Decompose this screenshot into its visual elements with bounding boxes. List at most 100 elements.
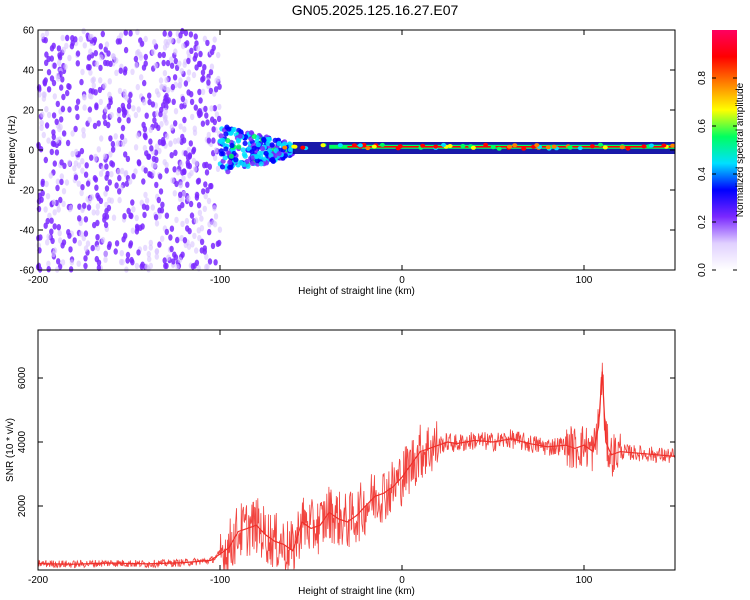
- heatmap-cell: [61, 130, 67, 137]
- heatmap-cell: [196, 60, 202, 68]
- heatmap-cell: [276, 151, 282, 157]
- chart-title: GN05.2025.125.16.27.E07: [291, 2, 459, 18]
- heatmap-cell: [490, 145, 496, 150]
- heatmap-cell: [180, 95, 186, 103]
- heatmap-cell: [61, 46, 66, 53]
- heatmap-cell: [67, 232, 72, 239]
- heatmap-cell: [128, 178, 133, 185]
- heatmap-cell: [98, 197, 104, 204]
- heatmap-cell: [148, 138, 153, 145]
- heatmap-cell: [124, 94, 129, 102]
- heatmap-cell: [114, 57, 119, 64]
- heatmap-cell: [197, 234, 202, 242]
- heatmap-cell: [181, 190, 186, 198]
- heatmap-cell: [173, 120, 178, 127]
- heatmap-cell: [254, 153, 260, 160]
- heatmap-cell: [128, 30, 133, 37]
- heatmap-cell: [154, 156, 159, 164]
- heatmap-x-axis-label: Height of straight line (km): [298, 286, 415, 297]
- heatmap-cell: [186, 76, 191, 83]
- heatmap-cell: [139, 74, 144, 81]
- heatmap-cell: [44, 59, 49, 66]
- heatmap-cell: [59, 159, 64, 166]
- heatmap-cell: [110, 140, 116, 148]
- heatmap-cell: [186, 57, 191, 65]
- heatmap-cell: [94, 103, 99, 111]
- heatmap-cell: [212, 105, 217, 112]
- heatmap-cell: [228, 153, 234, 159]
- heatmap-cell: [55, 72, 60, 80]
- heatmap-cell: [287, 147, 293, 153]
- heatmap-y-tick-label: -40: [20, 226, 35, 237]
- heatmap-cell: [143, 244, 148, 252]
- heatmap-cell: [102, 113, 107, 120]
- heatmap-cell: [223, 131, 229, 137]
- heatmap-cell: [207, 163, 212, 170]
- heatmap-cell: [202, 245, 207, 252]
- heatmap-cell: [96, 146, 102, 153]
- heatmap-cell: [82, 202, 87, 209]
- heatmap-cell: [92, 36, 98, 43]
- heatmap-cell: [41, 131, 46, 139]
- heatmap-cell: [189, 98, 195, 106]
- heatmap-cell: [206, 79, 211, 86]
- heatmap-cell: [337, 143, 343, 148]
- heatmap-cell: [186, 69, 192, 76]
- heatmap-cell: [79, 78, 84, 86]
- heatmap-cell: [223, 146, 229, 152]
- heatmap-cell: [116, 107, 122, 114]
- colorbar-tick-label: 0.0: [697, 263, 708, 277]
- heatmap-cell: [100, 30, 106, 38]
- heatmap-cell: [178, 123, 183, 130]
- heatmap-cell: [75, 50, 81, 57]
- heatmap-cell: [261, 136, 267, 142]
- heatmap-cell: [52, 209, 57, 216]
- heatmap-cell: [163, 38, 168, 46]
- heatmap-cell: [210, 242, 216, 250]
- heatmap-cell: [107, 91, 112, 99]
- heatmap-cell: [43, 206, 48, 213]
- heatmap-cell: [103, 256, 108, 263]
- heatmap-cell: [265, 140, 271, 147]
- heatmap-cell: [178, 191, 183, 198]
- heatmap-cell: [164, 133, 170, 140]
- heatmap-cell: [470, 145, 476, 150]
- heatmap-cell: [45, 193, 51, 200]
- heatmap-cell: [258, 161, 264, 167]
- heatmap-cell: [190, 241, 195, 248]
- heatmap-cell: [73, 160, 79, 167]
- heatmap-cell: [80, 68, 85, 76]
- heatmap-cell: [119, 250, 125, 257]
- heatmap-cell: [103, 250, 109, 257]
- heatmap-cell: [46, 260, 51, 267]
- heatmap-cell: [55, 184, 60, 192]
- heatmap-cell: [180, 133, 185, 141]
- heatmap-cell: [202, 205, 207, 212]
- heatmap-cell: [87, 106, 93, 113]
- heatmap-cell: [107, 78, 113, 85]
- heatmap-cell: [242, 140, 248, 146]
- heatmap-cell: [175, 263, 180, 271]
- heatmap-cell: [602, 145, 608, 150]
- heatmap-cell: [397, 144, 403, 149]
- heatmap-cell: [136, 48, 141, 56]
- heatmap-cell: [44, 106, 49, 113]
- heatmap-y-axis-label: Frequency (Hz): [7, 116, 18, 185]
- heatmap-cell: [179, 160, 184, 168]
- heatmap-cell: [195, 45, 201, 52]
- heatmap-cell: [82, 94, 87, 101]
- heatmap-cell: [142, 125, 148, 133]
- heatmap-cell: [117, 196, 122, 204]
- heatmap-cell: [173, 48, 178, 55]
- heatmap-cell: [259, 146, 266, 152]
- heatmap-cell: [102, 82, 107, 89]
- heatmap-cell: [83, 230, 89, 237]
- heatmap-cell: [70, 130, 75, 137]
- heatmap-cell: [166, 97, 171, 104]
- heatmap-cell: [483, 142, 489, 147]
- heatmap-cell: [357, 143, 363, 148]
- heatmap-cell: [641, 144, 647, 149]
- heatmap-cell: [79, 230, 84, 238]
- heatmap-cell: [97, 86, 103, 94]
